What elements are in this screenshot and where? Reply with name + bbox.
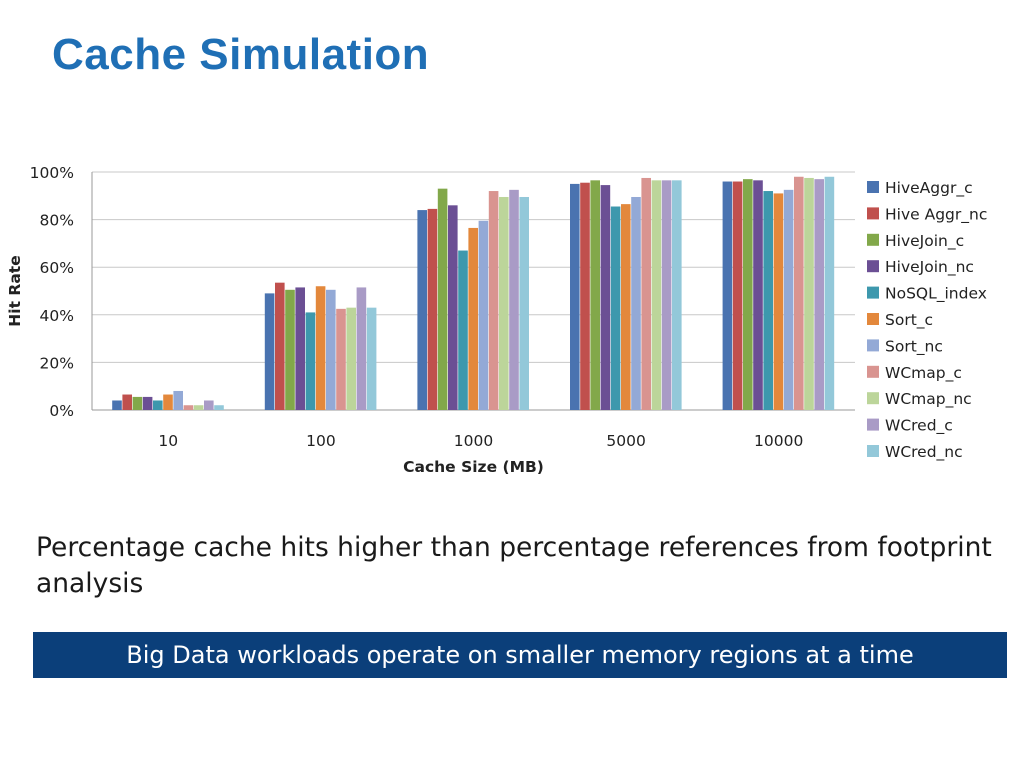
- bar-hivejoin_c: [285, 289, 295, 410]
- y-tick-label: 40%: [40, 307, 74, 325]
- bar-sort_c: [163, 394, 173, 410]
- bar-wcred_c: [814, 179, 824, 410]
- bar-nosql_index: [610, 206, 621, 410]
- bar-hiveaggr_c: [570, 183, 580, 410]
- bar-hive-aggr_nc: [732, 181, 743, 410]
- bar-wcmap_c: [336, 308, 346, 410]
- banner-text: Big Data workloads operate on smaller me…: [126, 641, 914, 669]
- legend-label: Sort_nc: [885, 337, 943, 356]
- bar-hivejoin_nc: [600, 185, 611, 410]
- x-tick-label: 100: [306, 432, 336, 450]
- x-tick-label: 10: [158, 432, 178, 450]
- bar-hivejoin_nc: [142, 396, 153, 410]
- bar-wcred_nc: [672, 180, 682, 410]
- conclusion-banner: Big Data workloads operate on smaller me…: [33, 632, 1007, 678]
- bar-wcmap_c: [641, 177, 651, 410]
- bar-hiveaggr_c: [112, 400, 122, 410]
- legend-label: HiveJoin_nc: [885, 258, 974, 277]
- slide-title: Cache Simulation: [52, 30, 430, 79]
- legend-label: Sort_c: [885, 311, 933, 330]
- bar-hive-aggr_nc: [122, 394, 132, 410]
- bar-sort_c: [468, 227, 478, 410]
- hit-rate-chart: 0% 20% 40% 60% 80% 100% 10 100 1000 5000 10000 Cach…: [0, 150, 1024, 490]
- y-tick-label: 100%: [30, 164, 74, 182]
- legend-swatch: [867, 392, 879, 405]
- x-tick-label: 10000: [754, 432, 803, 450]
- legend-swatch: [867, 233, 879, 246]
- y-tick-label: 60%: [40, 259, 74, 277]
- bar-nosql_index: [153, 400, 163, 410]
- y-tick-label: 80%: [40, 212, 74, 230]
- bar-sort_nc: [173, 390, 183, 410]
- bar-sort_nc: [326, 289, 336, 410]
- bar-wcred_nc: [214, 405, 224, 410]
- bar-nosql_index: [458, 250, 468, 410]
- bar-wcred_c: [509, 189, 519, 410]
- bar-sort_nc: [478, 220, 489, 410]
- bar-hive-aggr_nc: [427, 208, 438, 410]
- bar-hive-aggr_nc: [275, 282, 285, 410]
- bar-wcmap_nc: [193, 405, 204, 410]
- bar-wcred_c: [356, 287, 367, 410]
- bar-wcred_c: [204, 400, 214, 410]
- bar-wcmap_nc: [499, 196, 509, 410]
- bar-sort_c: [621, 204, 631, 410]
- bar-wcred_nc: [824, 176, 835, 410]
- bar-hive-aggr_nc: [580, 182, 590, 410]
- bar-wcred_nc: [366, 307, 377, 410]
- bar-wcmap_nc: [346, 307, 356, 410]
- legend-swatch: [867, 418, 879, 431]
- bar-hivejoin_c: [132, 396, 143, 410]
- legend-label: WCred_nc: [885, 443, 963, 462]
- bar-hivejoin_nc: [753, 180, 763, 410]
- legend-label: NoSQL_index: [885, 285, 987, 304]
- legend-label: WCmap_nc: [885, 390, 972, 409]
- bar-wcmap_c: [488, 191, 499, 410]
- legend-label: WCred_c: [885, 417, 953, 436]
- bar-hiveaggr_c: [722, 181, 733, 410]
- bar-sort_c: [315, 286, 326, 410]
- bar-wcmap_c: [183, 405, 194, 410]
- y-tick-label: 0%: [49, 402, 74, 420]
- chart-svg: 0% 20% 40% 60% 80% 100% 10 100 1000 5000 10000 Cach…: [6, 164, 987, 476]
- x-tick-label: 1000: [454, 432, 493, 450]
- legend-label: HiveAggr_c: [885, 179, 973, 198]
- legend-label: Hive Aggr_nc: [885, 205, 987, 224]
- bar-hivejoin_c: [743, 179, 753, 410]
- bar-sort_c: [773, 193, 784, 410]
- bar-hivejoin_c: [437, 188, 448, 410]
- bar-sort_nc: [631, 196, 641, 410]
- legend-label: HiveJoin_c: [885, 232, 964, 251]
- legend-swatch: [867, 365, 879, 378]
- body-text: Percentage cache hits higher than percen…: [36, 532, 992, 599]
- legend-swatch: [867, 286, 879, 299]
- legend-swatch: [867, 339, 879, 352]
- y-axis-title: Hit Rate: [6, 255, 24, 326]
- bar-nosql_index: [305, 312, 316, 410]
- legend-swatch: [867, 313, 879, 325]
- legend-swatch: [867, 207, 879, 220]
- bar-wcmap_c: [794, 176, 804, 410]
- legend-swatch: [867, 445, 879, 457]
- bar-nosql_index: [763, 191, 773, 410]
- bar-wcmap_nc: [651, 180, 662, 410]
- bar-hiveaggr_c: [264, 293, 275, 410]
- bar-wcred_c: [661, 180, 672, 410]
- bar-wcmap_nc: [804, 177, 814, 410]
- y-tick-label: 20%: [40, 354, 74, 372]
- legend-swatch: [867, 181, 879, 193]
- bar-sort_nc: [783, 189, 794, 410]
- x-axis-title: Cache Size (MB): [403, 458, 544, 476]
- x-tick-label: 5000: [606, 432, 645, 450]
- legend-label: WCmap_c: [885, 364, 962, 383]
- bar-hivejoin_nc: [295, 287, 305, 410]
- bar-hiveaggr_c: [417, 210, 427, 410]
- bar-wcred_nc: [519, 196, 529, 410]
- bar-hivejoin_c: [590, 180, 600, 410]
- legend-swatch: [867, 260, 879, 273]
- bar-hivejoin_nc: [448, 205, 458, 410]
